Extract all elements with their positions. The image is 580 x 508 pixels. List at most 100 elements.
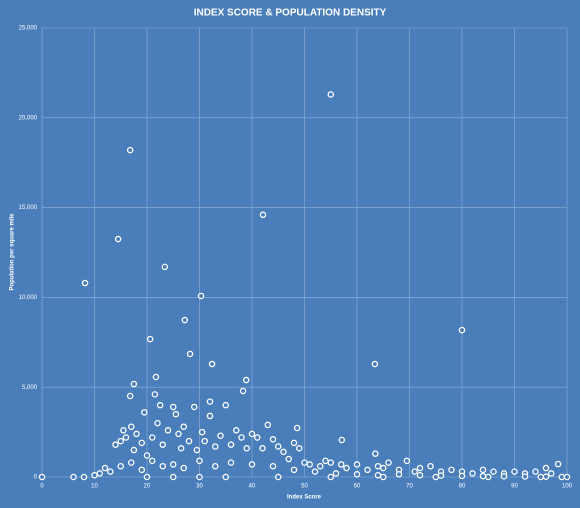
x-tick-label: 20 xyxy=(144,484,151,490)
point xyxy=(148,434,156,441)
point xyxy=(112,441,119,448)
point xyxy=(469,470,476,477)
point xyxy=(542,473,550,480)
point xyxy=(264,421,271,429)
point xyxy=(448,466,455,474)
x-tick-label: 10 xyxy=(91,484,98,490)
point xyxy=(148,457,156,465)
point xyxy=(395,471,403,478)
point xyxy=(169,461,177,468)
point xyxy=(107,468,114,475)
point xyxy=(180,423,187,430)
point xyxy=(274,473,282,481)
point xyxy=(532,468,539,475)
point xyxy=(206,398,214,405)
point xyxy=(143,473,151,481)
point xyxy=(332,470,340,477)
point xyxy=(122,434,130,441)
point xyxy=(127,423,135,430)
point xyxy=(521,473,529,480)
point xyxy=(500,473,508,480)
point xyxy=(511,468,518,475)
point xyxy=(416,471,424,479)
point xyxy=(217,432,224,439)
x-tick-label: 60 xyxy=(354,484,361,490)
point xyxy=(337,461,345,468)
point xyxy=(161,263,169,271)
x-tick-label: 100 xyxy=(562,484,573,490)
point xyxy=(353,471,361,478)
point xyxy=(232,427,240,434)
point xyxy=(211,443,219,450)
point xyxy=(175,430,182,438)
point xyxy=(427,462,434,470)
point xyxy=(80,473,88,481)
point xyxy=(114,235,122,243)
point xyxy=(238,434,245,441)
point xyxy=(316,462,324,470)
point xyxy=(563,473,571,481)
point xyxy=(293,424,301,432)
point xyxy=(301,459,308,466)
point xyxy=(222,473,229,481)
y-tick-label: 5,000 xyxy=(22,385,38,391)
point xyxy=(432,473,439,481)
point xyxy=(198,428,206,436)
point xyxy=(91,471,98,479)
point xyxy=(152,373,160,381)
point xyxy=(259,211,267,219)
point xyxy=(385,459,392,466)
x-tick-label: 70 xyxy=(406,484,413,490)
point xyxy=(138,466,145,474)
point xyxy=(353,461,361,468)
point xyxy=(548,470,555,477)
point xyxy=(141,409,148,416)
point xyxy=(96,470,104,477)
point xyxy=(133,430,140,438)
point xyxy=(554,460,562,468)
point xyxy=(242,376,250,384)
point xyxy=(186,350,194,358)
point xyxy=(197,292,205,300)
y-axis-label: Population per square mile xyxy=(10,213,16,291)
chart-title: INDEX SCORE & POPULATION DENSITY xyxy=(194,8,387,19)
point xyxy=(143,452,151,459)
point xyxy=(374,462,382,470)
point xyxy=(285,455,292,463)
point xyxy=(222,401,229,409)
point xyxy=(338,436,346,444)
point xyxy=(458,326,466,334)
point xyxy=(490,468,497,475)
point xyxy=(484,473,492,481)
point xyxy=(181,316,189,324)
point xyxy=(537,473,545,481)
point xyxy=(290,439,298,447)
point xyxy=(542,464,550,472)
point xyxy=(159,462,166,470)
y-tick-label: 15,000 xyxy=(19,205,38,211)
point xyxy=(206,412,214,420)
point xyxy=(151,391,159,398)
point xyxy=(127,459,135,466)
point xyxy=(327,91,334,98)
point xyxy=(190,403,198,411)
point xyxy=(172,410,180,418)
point xyxy=(327,459,334,466)
point xyxy=(371,360,379,368)
point xyxy=(379,464,387,472)
point xyxy=(227,459,235,466)
point xyxy=(411,468,418,475)
x-tick-label: 90 xyxy=(511,484,518,490)
point xyxy=(259,445,266,452)
point xyxy=(185,437,193,445)
point xyxy=(156,401,164,409)
point xyxy=(177,445,185,452)
point xyxy=(243,445,250,452)
point xyxy=(558,473,566,481)
x-tick-label: 50 xyxy=(301,484,308,490)
y-tick-label: 0 xyxy=(34,475,38,481)
point xyxy=(295,445,303,452)
point xyxy=(306,461,313,468)
point xyxy=(208,360,216,368)
